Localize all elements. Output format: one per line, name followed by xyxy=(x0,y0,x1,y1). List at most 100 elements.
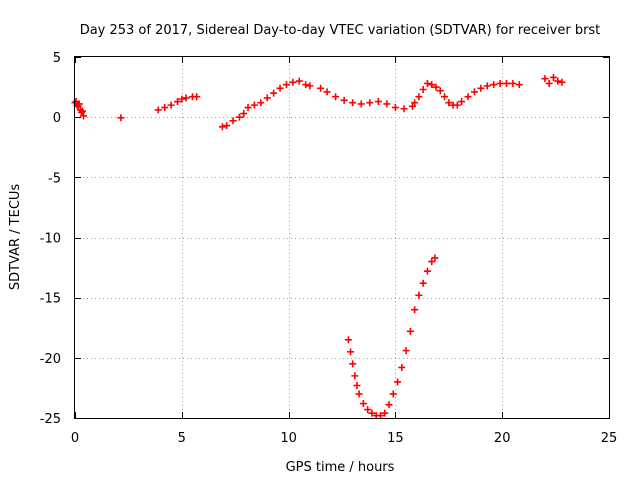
data-point xyxy=(558,78,566,86)
axis-ticks xyxy=(75,57,610,419)
data-point xyxy=(428,258,436,266)
data-point xyxy=(75,100,83,108)
data-point xyxy=(483,82,491,90)
data-point xyxy=(445,99,453,107)
data-point xyxy=(178,95,186,103)
data-point xyxy=(250,101,258,109)
data-point xyxy=(383,100,391,108)
y-axis-label: SDTVAR / TECUs xyxy=(8,184,23,291)
data-point xyxy=(218,123,226,131)
data-point xyxy=(349,360,357,368)
data-point xyxy=(351,372,359,380)
data-point xyxy=(389,390,397,398)
data-point xyxy=(366,99,374,107)
data-point xyxy=(541,75,549,83)
data-point xyxy=(423,267,431,275)
data-point xyxy=(223,122,231,130)
data-point xyxy=(282,81,290,89)
x-tick-label: 5 xyxy=(178,431,186,446)
data-point xyxy=(174,98,182,106)
data-point xyxy=(441,93,449,101)
data-point xyxy=(509,79,517,87)
data-point xyxy=(415,93,423,101)
data-point xyxy=(554,77,562,85)
data-point xyxy=(353,382,361,390)
y-tick-label: -20 xyxy=(40,352,61,367)
y-tick-label: 5 xyxy=(53,51,61,66)
data-point xyxy=(411,306,419,314)
data-point xyxy=(289,78,297,86)
data-point xyxy=(419,279,427,287)
data-points xyxy=(71,73,566,420)
x-tick-label: 0 xyxy=(71,431,79,446)
data-point xyxy=(477,84,485,92)
data-point xyxy=(381,409,389,417)
data-point xyxy=(229,117,237,125)
data-point xyxy=(436,87,444,95)
data-point xyxy=(332,93,340,101)
data-point xyxy=(545,79,553,87)
data-point xyxy=(364,406,372,414)
data-point xyxy=(276,84,284,92)
data-point xyxy=(359,400,367,408)
data-point xyxy=(270,89,278,97)
x-axis-label: GPS time / hours xyxy=(286,460,395,475)
data-point xyxy=(470,88,478,96)
y-tick-label: -5 xyxy=(48,171,61,186)
data-point xyxy=(357,100,365,108)
data-point xyxy=(302,81,310,89)
grid xyxy=(75,57,609,418)
data-point xyxy=(385,401,393,409)
data-point xyxy=(411,99,419,107)
data-point xyxy=(347,348,355,356)
data-point xyxy=(340,96,348,104)
data-point xyxy=(464,93,472,101)
data-point xyxy=(496,79,504,87)
plot-frame xyxy=(74,56,610,419)
y-tick-label: 0 xyxy=(53,111,61,126)
y-tick-labels: 5 0 -5 -10 -15 -20 -25 xyxy=(40,51,61,427)
data-point xyxy=(349,99,357,107)
data-point xyxy=(257,99,265,107)
data-point xyxy=(78,107,86,115)
data-point xyxy=(458,98,466,106)
data-point xyxy=(376,412,384,420)
y-tick-label: -10 xyxy=(40,232,61,247)
data-point xyxy=(295,77,303,85)
data-point xyxy=(368,409,376,417)
data-point xyxy=(431,254,439,262)
data-point xyxy=(263,94,271,102)
data-point xyxy=(306,82,314,90)
data-point xyxy=(317,84,325,92)
chart-title: Day 253 of 2017, Sidereal Day-to-day VTE… xyxy=(80,23,601,38)
x-tick-label: 25 xyxy=(601,431,618,446)
data-point xyxy=(428,81,436,89)
data-point xyxy=(240,110,248,118)
data-point xyxy=(490,81,498,89)
data-point xyxy=(182,94,190,102)
data-point xyxy=(549,73,557,81)
data-point xyxy=(400,105,408,113)
data-point xyxy=(394,378,402,386)
data-point xyxy=(408,102,416,110)
data-point xyxy=(117,114,125,122)
data-point xyxy=(77,108,85,116)
data-point xyxy=(161,104,169,112)
data-point xyxy=(415,291,423,299)
data-point xyxy=(391,104,399,112)
data-point xyxy=(502,79,510,87)
x-tick-label: 20 xyxy=(494,431,511,446)
x-tick-label: 10 xyxy=(280,431,297,446)
data-point xyxy=(402,347,410,355)
data-point xyxy=(432,83,440,91)
data-point xyxy=(167,101,175,109)
data-point xyxy=(344,336,352,344)
y-tick-label: -15 xyxy=(40,292,61,307)
data-point xyxy=(374,98,382,106)
data-point xyxy=(235,113,243,121)
data-point xyxy=(80,112,88,120)
data-point xyxy=(323,88,331,96)
data-point xyxy=(244,104,252,112)
x-tick-labels: 0 5 10 15 20 25 xyxy=(71,431,617,446)
